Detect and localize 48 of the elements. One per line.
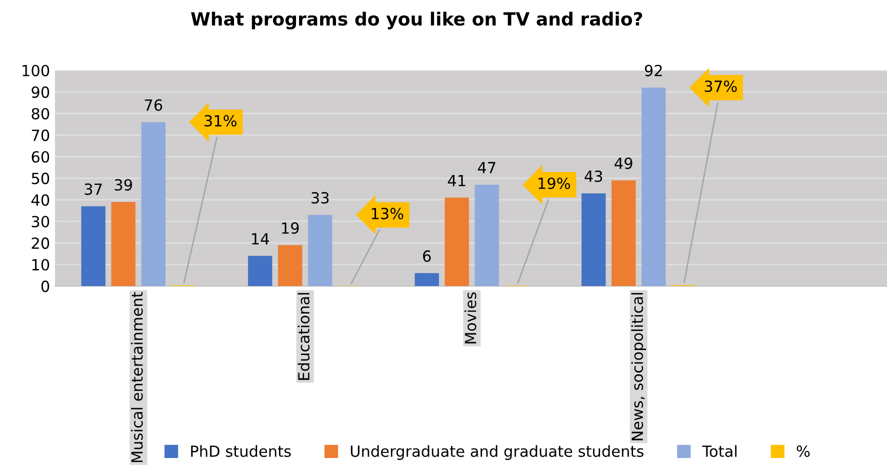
x-tick-label: Educational [298,293,310,380]
legend-label: % [796,445,810,457]
data-label: 37 [84,183,102,195]
bar [414,273,439,286]
bar [642,88,666,286]
x-tick-label: Musical entertainment [130,292,143,462]
y-tick-label: 80 [32,108,50,120]
data-label: 43 [584,170,602,182]
legend-label: PhD students [191,445,291,457]
data-label: 37% [704,80,737,92]
bar [81,206,106,286]
y-tick-label: 20 [32,237,50,249]
data-label: 41 [448,174,466,186]
y-tick-label: 10 [32,258,50,271]
bar [111,202,136,286]
y-tick-label: 60 [32,151,50,163]
y-tick-label: 30 [32,216,50,228]
legend-label: Total [702,445,736,457]
bar [308,214,332,286]
data-label: 19% [538,178,570,190]
bar [612,180,636,286]
bar [248,256,272,286]
y-tick-label: 0 [41,280,50,292]
data-label: 33 [312,192,329,204]
data-label: 13% [372,208,404,220]
y-tick-label: 90 [32,86,50,98]
x-tick-label: Movies [464,292,476,344]
bar [474,184,499,286]
bar [582,193,606,286]
data-label: 14 [252,233,269,244]
data-label: 47 [478,162,496,174]
data-label: 39 [114,179,132,191]
data-label: 92 [644,64,662,76]
data-label: 76 [144,99,162,111]
y-tick-label: 100 [22,64,50,76]
data-label: 49 [614,158,632,170]
bar [444,198,469,286]
bar [141,122,166,286]
y-tick-label: 40 [31,194,50,206]
data-label: 6 [423,250,431,262]
x-tick-label: News, sociopolitical [631,293,646,440]
y-tick-label: 70 [32,130,50,142]
y-tick-label: 50 [32,172,50,184]
data-label: 19 [282,222,299,234]
data-label: 31% [204,115,237,127]
chart-title: What programs do you like on TV and radio? [191,12,642,30]
legend-label: Undergraduate and graduate students [350,445,644,460]
bar [278,245,302,286]
